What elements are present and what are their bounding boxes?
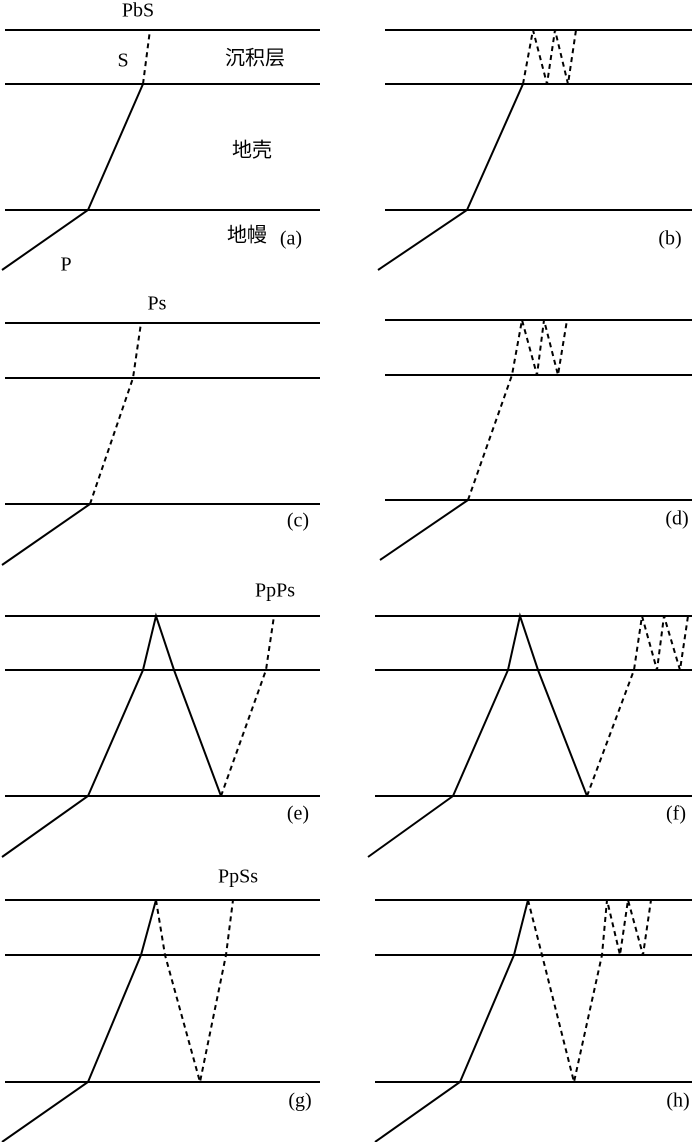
layer-label: 地壳 [232,139,272,162]
ray-s [89,322,142,505]
ray-s [155,899,234,1083]
panel-label: (f) [666,803,686,825]
s-label: S [117,50,128,72]
phase-label: PpPs [255,580,295,602]
layer-label: 沉积层 [225,47,285,70]
ray [377,83,524,271]
panel-label: (e) [287,803,309,825]
panel-g: PpSs (g) [1,866,320,1142]
ray [1,612,222,858]
ray-s [527,899,652,1083]
panel-label: (a) [280,228,302,250]
ray [1,899,157,1142]
panel-c: Ps (c) [1,293,320,566]
panel-label: (h) [666,1090,689,1112]
panel-h: (h) [374,899,692,1142]
panel-label: (d) [665,508,688,530]
panel-a: PbS S P 沉积层 地壳 地幔 (a) [1,0,320,276]
p-label: P [60,254,71,276]
ray [1,503,91,566]
panel-label: (g) [288,1090,311,1112]
panel-label: (b) [658,228,681,250]
panel-e: PpPs (e) [1,580,320,858]
panel-label: (c) [287,510,309,532]
ray-s [142,29,151,85]
phase-label: Ps [148,293,167,315]
ray-s [467,319,568,501]
panel-b: (b) [377,29,692,271]
phase-label: PpSs [218,866,258,888]
ray [379,499,469,561]
ray-s [522,29,577,85]
ray [367,612,588,858]
layer-label: 地幔 [227,224,267,247]
ray [1,83,144,271]
ray-s [220,615,275,797]
ray-s [586,615,689,797]
panel-f: (f) [367,612,692,858]
ray [374,899,529,1142]
phase-label: PbS [122,0,154,22]
panel-d: (d) [379,319,692,561]
